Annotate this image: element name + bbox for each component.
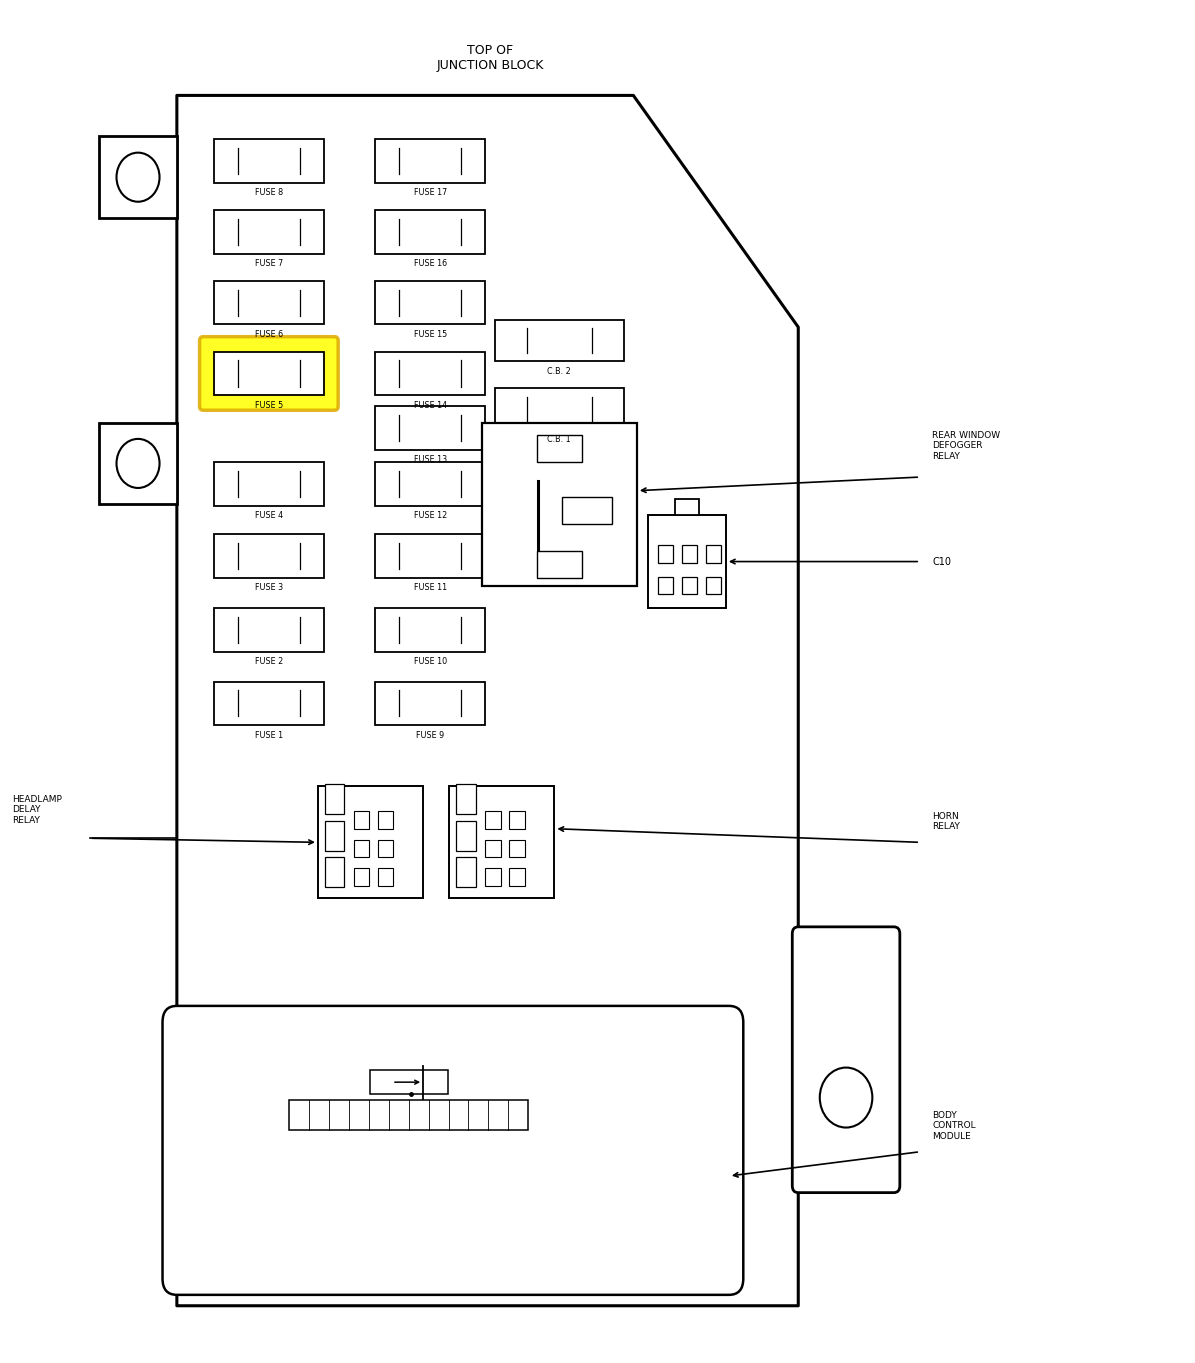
Bar — [214, 281, 324, 324]
Bar — [375, 406, 485, 450]
Bar — [537, 551, 582, 578]
Bar — [354, 868, 369, 886]
Bar — [354, 811, 369, 829]
Bar — [370, 1070, 448, 1094]
Text: FUSE 16: FUSE 16 — [413, 259, 447, 269]
Bar — [375, 682, 485, 725]
FancyBboxPatch shape — [792, 927, 900, 1193]
Text: FUSE 6: FUSE 6 — [255, 330, 283, 339]
Bar — [495, 320, 624, 361]
Bar — [375, 462, 485, 506]
Text: FUSE 17: FUSE 17 — [413, 188, 447, 198]
Bar — [705, 545, 721, 563]
Bar — [378, 868, 393, 886]
Bar — [375, 281, 485, 324]
Bar — [214, 682, 324, 725]
Bar — [562, 496, 612, 523]
Text: REAR WINDOW
DEFOGGER
RELAY: REAR WINDOW DEFOGGER RELAY — [932, 431, 1000, 461]
Text: C.B. 1: C.B. 1 — [547, 435, 571, 444]
Bar — [378, 811, 393, 829]
Bar — [375, 210, 485, 254]
Bar — [495, 388, 624, 429]
Bar — [214, 139, 324, 183]
Bar — [456, 784, 476, 814]
Bar — [99, 423, 177, 504]
Bar — [449, 786, 554, 898]
Text: FUSE 4: FUSE 4 — [255, 511, 283, 521]
Text: FUSE 7: FUSE 7 — [255, 259, 283, 269]
Bar — [214, 534, 324, 578]
Text: FUSE 3: FUSE 3 — [255, 583, 283, 593]
Text: FUSE 5: FUSE 5 — [255, 401, 283, 410]
Text: FUSE 8: FUSE 8 — [255, 188, 283, 198]
Bar — [289, 1100, 528, 1130]
Bar — [485, 840, 501, 857]
Text: HEADLAMP
DELAY
RELAY: HEADLAMP DELAY RELAY — [12, 795, 62, 825]
Bar — [325, 857, 344, 887]
Text: FUSE 2: FUSE 2 — [255, 657, 283, 667]
Text: FUSE 11: FUSE 11 — [413, 583, 447, 593]
Text: FUSE 1: FUSE 1 — [255, 731, 283, 740]
FancyBboxPatch shape — [200, 337, 338, 410]
Text: C.B. 2: C.B. 2 — [547, 367, 571, 376]
Bar — [214, 352, 324, 395]
Bar — [705, 577, 721, 594]
Text: HORN
RELAY: HORN RELAY — [932, 812, 960, 831]
Bar — [99, 136, 177, 218]
Bar — [509, 840, 525, 857]
Text: FUSE 10: FUSE 10 — [413, 657, 447, 667]
Bar — [681, 545, 698, 563]
Text: FUSE 9: FUSE 9 — [416, 731, 445, 740]
Bar — [214, 608, 324, 652]
Bar — [214, 462, 324, 506]
Bar — [485, 811, 501, 829]
Polygon shape — [177, 95, 798, 1306]
Text: FUSE 12: FUSE 12 — [413, 511, 447, 521]
Bar — [325, 784, 344, 814]
Bar — [375, 352, 485, 395]
Bar — [325, 821, 344, 851]
Bar — [375, 608, 485, 652]
Bar — [657, 545, 673, 563]
Bar — [214, 210, 324, 254]
Bar — [537, 435, 582, 462]
Bar — [375, 139, 485, 183]
Bar — [509, 811, 525, 829]
Bar — [657, 577, 673, 594]
Text: C10: C10 — [932, 556, 951, 567]
Text: FUSE 14: FUSE 14 — [413, 401, 447, 410]
Text: TOP OF
JUNCTION BLOCK: TOP OF JUNCTION BLOCK — [436, 44, 544, 72]
Bar — [318, 786, 423, 898]
Text: FUSE 13: FUSE 13 — [413, 455, 447, 465]
Bar — [456, 821, 476, 851]
Bar — [681, 577, 698, 594]
Bar — [375, 534, 485, 578]
Bar — [485, 868, 501, 886]
FancyBboxPatch shape — [163, 1006, 743, 1295]
Bar — [509, 868, 525, 886]
Text: FUSE 15: FUSE 15 — [413, 330, 447, 339]
Text: BODY
CONTROL
MODULE: BODY CONTROL MODULE — [932, 1111, 976, 1141]
Bar — [675, 499, 699, 515]
Bar — [354, 840, 369, 857]
Bar — [456, 857, 476, 887]
Bar — [378, 840, 393, 857]
Bar — [482, 423, 637, 586]
Bar — [648, 515, 725, 608]
